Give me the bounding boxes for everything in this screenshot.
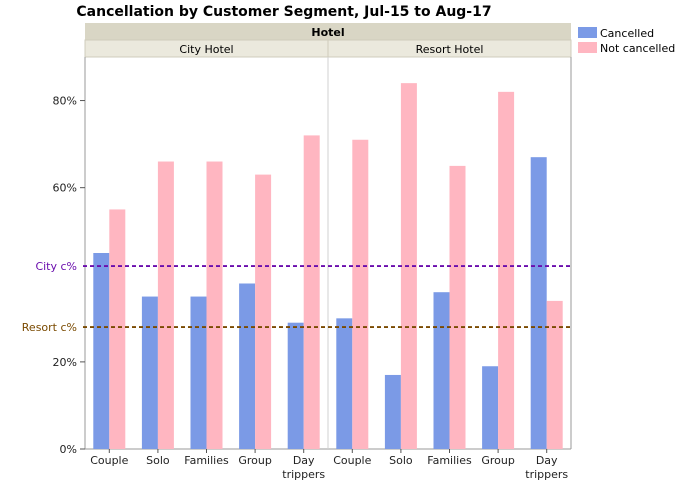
bar-not-cancelled	[207, 162, 223, 449]
bar-not-cancelled	[158, 162, 174, 449]
y-tick-label: 20%	[53, 356, 77, 369]
x-tick-label: Group	[481, 454, 515, 467]
x-tick-label: Group	[238, 454, 272, 467]
bar-cancelled	[142, 297, 158, 449]
bar-cancelled	[482, 366, 498, 449]
x-tick-label: trippers	[525, 468, 568, 481]
x-tick-label: Couple	[333, 454, 371, 467]
panel-header-label: Resort Hotel	[416, 43, 484, 56]
x-tick-label: Families	[427, 454, 472, 467]
bar-cancelled	[239, 283, 255, 449]
bar-cancelled	[288, 323, 304, 449]
y-axis: 0% 20% 60% 80%	[53, 95, 85, 456]
legend-swatch	[578, 42, 597, 53]
bar-cancelled	[191, 297, 207, 449]
x-tick-label: Couple	[90, 454, 128, 467]
chart-title: Cancellation by Customer Segment, Jul-15…	[76, 4, 491, 20]
legend: Cancelled Not cancelled	[578, 27, 675, 55]
bar-cancelled	[434, 292, 450, 449]
x-tick-label: Day	[293, 454, 315, 467]
bar-not-cancelled	[109, 209, 125, 449]
reference-line-label: City c%	[35, 260, 77, 273]
legend-label: Cancelled	[600, 27, 654, 40]
bar-not-cancelled	[255, 175, 271, 449]
x-tick-label: Solo	[389, 454, 413, 467]
bar-not-cancelled	[304, 135, 320, 449]
legend-label: Not cancelled	[600, 42, 675, 55]
bar-not-cancelled	[498, 92, 514, 449]
y-tick-label: 80%	[53, 95, 77, 108]
y-tick-label: 60%	[53, 182, 77, 195]
bar-cancelled	[385, 375, 401, 449]
x-tick-label: Families	[184, 454, 229, 467]
reference-line-label: Resort c%	[22, 321, 77, 334]
panel-header-label: City Hotel	[179, 43, 233, 56]
legend-swatch	[578, 27, 597, 38]
x-tick-label: Day	[536, 454, 558, 467]
panel-headers: City Hotel Resort Hotel	[85, 40, 571, 57]
x-tick-label: trippers	[282, 468, 325, 481]
bar-cancelled	[336, 318, 352, 449]
bar-not-cancelled	[547, 301, 563, 449]
y-tick-label: 0%	[60, 443, 77, 456]
bar-cancelled	[531, 157, 547, 449]
x-tick-label: Solo	[146, 454, 170, 467]
facet-header-label: Hotel	[311, 26, 344, 39]
bar-cancelled	[93, 253, 109, 449]
bar-not-cancelled	[352, 140, 368, 449]
x-axis: Couple Solo Families Group DaytrippersCouple…	[90, 449, 568, 481]
bar-not-cancelled	[450, 166, 466, 449]
